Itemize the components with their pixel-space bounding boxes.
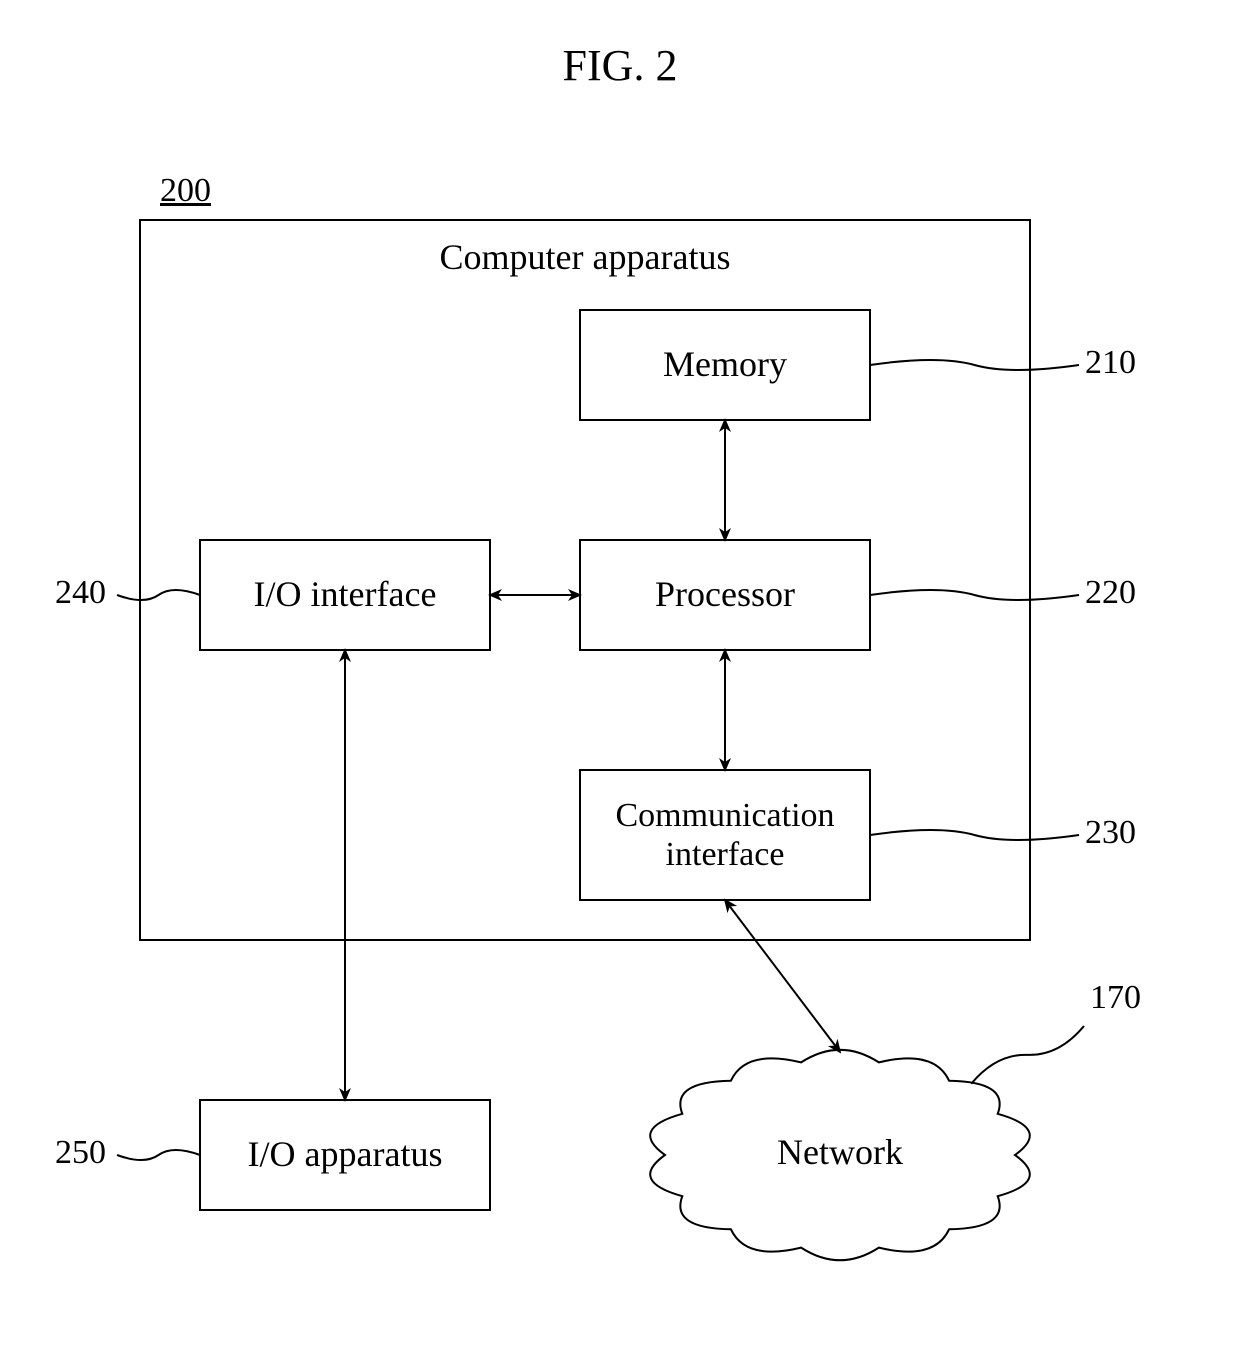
ref-250: 250 bbox=[55, 1134, 106, 1172]
io-interface-label: I/O interface bbox=[200, 540, 490, 650]
figure-canvas: FIG. 2 200 Computer apparatus Memory Pro… bbox=[0, 0, 1240, 1351]
io-apparatus-label: I/O apparatus bbox=[200, 1100, 490, 1210]
container-title: Computer apparatus bbox=[140, 236, 1030, 278]
ref-170: 170 bbox=[1090, 979, 1141, 1017]
figure-title: FIG. 2 bbox=[0, 40, 1240, 91]
ref-220: 220 bbox=[1085, 574, 1136, 612]
comm-label: Communicationinterface bbox=[580, 770, 870, 900]
cloud-label: Network bbox=[720, 1131, 960, 1173]
ref-230: 230 bbox=[1085, 814, 1136, 852]
container-ref-num: 200 bbox=[160, 172, 211, 210]
processor-label: Processor bbox=[580, 540, 870, 650]
ref-240: 240 bbox=[55, 574, 106, 612]
memory-label: Memory bbox=[580, 310, 870, 420]
ref-210: 210 bbox=[1085, 344, 1136, 382]
